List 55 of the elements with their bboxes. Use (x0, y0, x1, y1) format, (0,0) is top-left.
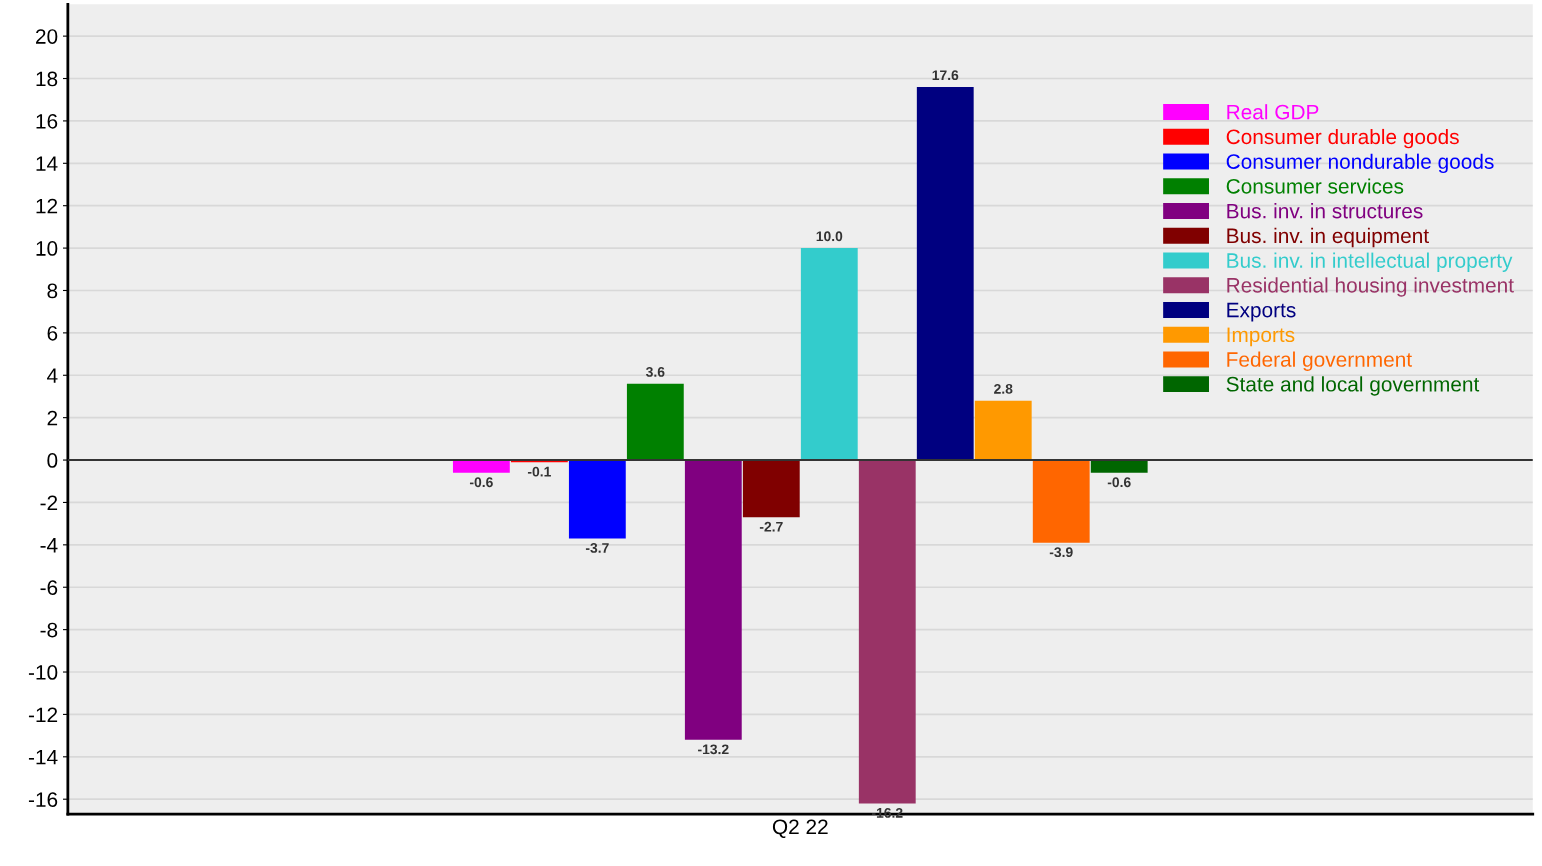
legend-label: Consumer services (1226, 178, 1404, 194)
data-label: -13.2 (698, 744, 729, 755)
y-tick-label: -16 (28, 792, 58, 807)
y-tick-label: 8 (47, 283, 58, 299)
y-tick-label: 0 (47, 453, 58, 468)
bar (568, 460, 626, 539)
y-tick-label: -8 (40, 622, 58, 638)
data-label: -0.1 (527, 466, 551, 477)
legend-label: Residential housing investment (1227, 277, 1514, 297)
legend-label: State and local government (1226, 376, 1480, 396)
x-tick-label: Q2 22 (772, 819, 828, 838)
data-label: 10.0 (816, 231, 843, 242)
y-tick-label: 6 (47, 325, 58, 341)
bar (1090, 460, 1148, 473)
data-label: 3.6 (646, 367, 665, 377)
legend-label: Federal government (1227, 351, 1412, 371)
legend-label: Bus. inv. in equipment (1227, 227, 1429, 248)
y-tick-label: 12 (36, 198, 58, 214)
legend-label: Consumer nondurable goods (1226, 153, 1494, 174)
legend-label: Imports (1227, 327, 1295, 347)
data-label: -2.7 (759, 521, 783, 532)
y-tick-label: -12 (28, 707, 58, 722)
bar (742, 460, 800, 518)
bar (800, 248, 858, 461)
bar (452, 460, 510, 473)
y-tick-label: 18 (36, 71, 58, 87)
y-tick-label: -14 (28, 750, 58, 765)
y-tick-label: 4 (47, 368, 58, 383)
y-tick-label: -10 (28, 665, 58, 680)
y-tick-label: 16 (36, 113, 58, 129)
data-label: 17.6 (932, 70, 959, 81)
data-label: 2.8 (994, 383, 1013, 394)
bar (684, 460, 742, 740)
bar (916, 87, 974, 461)
bar (626, 383, 684, 461)
data-label: -3.9 (1049, 547, 1073, 558)
bar (1032, 460, 1090, 543)
legend-label: Real GDP (1227, 104, 1319, 120)
y-tick-label: 10 (36, 241, 58, 256)
legend-label: Bus. inv. in structures (1227, 203, 1423, 219)
y-tick-label: -4 (40, 538, 58, 553)
y-tick-label: 2 (47, 410, 58, 426)
data-label: -16.2 (871, 807, 903, 818)
bar (858, 460, 916, 804)
bar (974, 400, 1032, 461)
y-tick-label: 14 (36, 156, 58, 171)
y-tick-label: 20 (36, 29, 58, 44)
y-tick-label: -2 (40, 495, 58, 510)
y-tick-label: -6 (40, 580, 58, 595)
legend-label: Bus. inv. in intellectual property (1227, 252, 1513, 273)
data-label: -0.6 (469, 477, 493, 488)
data-label: -0.6 (1107, 477, 1131, 488)
legend-label: Exports (1227, 302, 1296, 322)
legend-label: Consumer durable goods (1226, 128, 1459, 149)
data-label: -3.7 (585, 543, 609, 553)
